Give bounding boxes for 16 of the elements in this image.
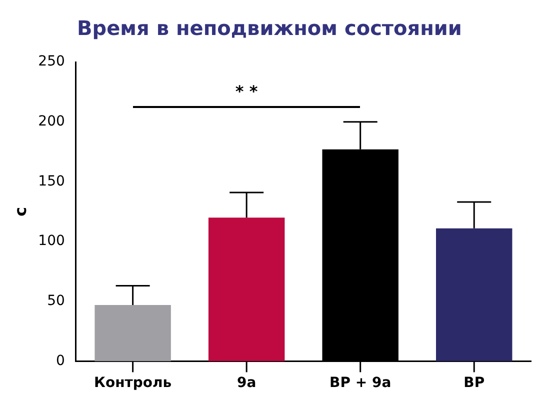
bar (208, 218, 285, 362)
y-tick-label: 0 (56, 352, 65, 369)
y-tick-label: 100 (38, 233, 65, 250)
y-tick-label: 250 (38, 54, 65, 70)
y-tick-label: 50 (47, 293, 65, 309)
x-tick-label: Контроль (94, 375, 172, 392)
x-tick-label: 9а (236, 375, 256, 392)
annotation: * * (235, 82, 258, 102)
bar (436, 228, 512, 362)
y-axis-title: с (10, 206, 30, 216)
y-tick-label: 200 (38, 113, 65, 130)
y-tick-label: 150 (38, 173, 65, 190)
x-tick-label: ВР + 9а (330, 375, 392, 392)
x-tick-label: ВР (464, 375, 485, 392)
chart-title: Время в неподвижном состоянии (77, 16, 462, 40)
bar (94, 304, 171, 362)
